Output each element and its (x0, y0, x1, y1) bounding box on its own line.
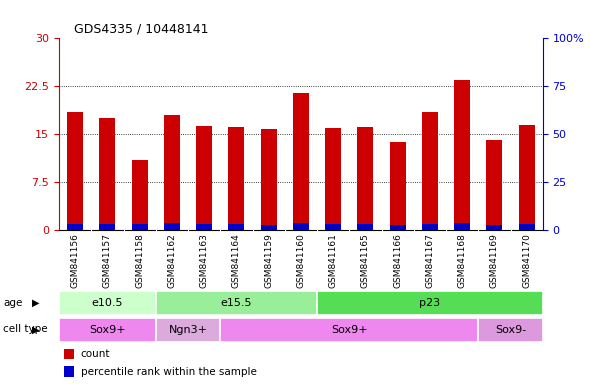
Bar (228, 224, 244, 230)
Bar (358, 224, 373, 230)
Text: Ngn3+: Ngn3+ (169, 325, 208, 335)
Text: GSM841160: GSM841160 (296, 233, 306, 288)
Text: e15.5: e15.5 (221, 298, 252, 308)
Bar (164, 115, 180, 230)
Bar (156, 318, 220, 343)
Bar (293, 223, 309, 230)
Text: GSM841164: GSM841164 (232, 233, 241, 288)
Bar (261, 129, 277, 230)
Bar (422, 112, 438, 230)
Bar (156, 291, 317, 316)
Bar (422, 224, 438, 230)
Text: GDS4335 / 10448141: GDS4335 / 10448141 (74, 23, 208, 36)
Text: Sox9+: Sox9+ (331, 325, 368, 335)
Text: age: age (3, 298, 22, 308)
Bar (99, 118, 116, 230)
Bar (389, 225, 406, 230)
Bar (486, 225, 503, 230)
Bar (67, 224, 83, 230)
Text: GSM841166: GSM841166 (393, 233, 402, 288)
Text: ▶: ▶ (32, 298, 40, 308)
Bar (454, 80, 470, 230)
Bar (228, 127, 244, 230)
Bar (325, 128, 341, 230)
Bar (519, 125, 535, 230)
Bar (261, 225, 277, 230)
Text: GSM841169: GSM841169 (490, 233, 499, 288)
Text: GSM841161: GSM841161 (329, 233, 337, 288)
Text: Sox9+: Sox9+ (89, 325, 126, 335)
Text: GSM841156: GSM841156 (71, 233, 80, 288)
Text: ▶: ▶ (32, 324, 40, 334)
Bar (64, 366, 74, 377)
Bar (317, 291, 543, 316)
Text: p23: p23 (419, 298, 441, 308)
Bar (64, 349, 74, 359)
Text: GSM841165: GSM841165 (361, 233, 370, 288)
Text: e10.5: e10.5 (91, 298, 123, 308)
Bar (478, 318, 543, 343)
Bar (486, 139, 503, 230)
Bar (196, 126, 212, 230)
Text: GSM841163: GSM841163 (199, 233, 209, 288)
Text: GSM841168: GSM841168 (458, 233, 467, 288)
Text: GSM841162: GSM841162 (168, 233, 176, 288)
Bar (99, 224, 116, 230)
Text: Sox9-: Sox9- (495, 325, 526, 335)
Text: GSM841159: GSM841159 (264, 233, 273, 288)
Text: GSM841167: GSM841167 (425, 233, 434, 288)
Bar (325, 224, 341, 230)
Bar (220, 318, 478, 343)
Text: GSM841158: GSM841158 (135, 233, 144, 288)
Text: count: count (81, 349, 110, 359)
Bar (59, 291, 156, 316)
Text: percentile rank within the sample: percentile rank within the sample (81, 366, 257, 377)
Bar (132, 224, 148, 230)
Bar (132, 160, 148, 230)
Bar (454, 223, 470, 230)
Text: GSM841170: GSM841170 (522, 233, 531, 288)
Bar (196, 224, 212, 230)
Bar (358, 127, 373, 230)
Bar (67, 112, 83, 230)
Text: cell type: cell type (3, 324, 48, 334)
Bar (59, 318, 156, 343)
Bar (519, 224, 535, 230)
Bar (164, 223, 180, 230)
Bar (293, 93, 309, 230)
Bar (389, 142, 406, 230)
Text: GSM841157: GSM841157 (103, 233, 112, 288)
